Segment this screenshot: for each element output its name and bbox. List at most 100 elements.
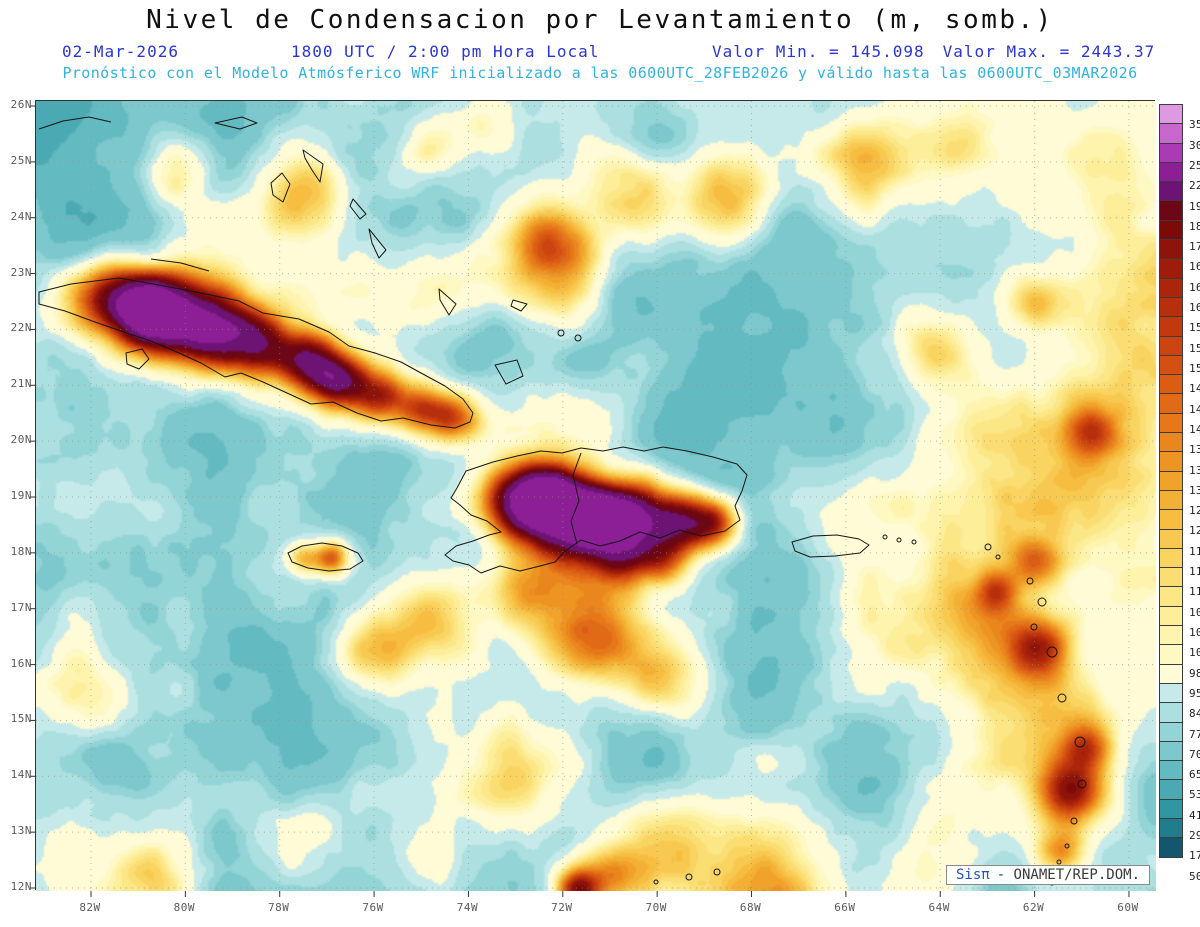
coastline (38, 277, 474, 429)
colorbar-tick-label: 1950 (1189, 199, 1200, 213)
colorbar-cell (1159, 837, 1183, 858)
colorbar-tick-label: 1300 (1189, 483, 1200, 497)
colorbar-tick-label: 2500 (1189, 158, 1200, 172)
colorbar-cell (1159, 181, 1183, 202)
lat-axis-label: 21N (10, 377, 32, 391)
colorbar-tick-label: 1800 (1189, 219, 1200, 233)
colorbar-cell (1159, 625, 1183, 646)
island-coastline (1037, 597, 1047, 607)
lat-axis-label: 16N (10, 656, 32, 670)
colorbar-cell (1159, 528, 1183, 549)
coastline (38, 116, 112, 130)
colorbar-tick-label: 1580 (1189, 321, 1200, 335)
coastline (125, 348, 150, 370)
island-coastline (1064, 843, 1070, 849)
colorbar-cell (1159, 740, 1183, 762)
colorbar-tick-label: 1265 (1189, 504, 1200, 518)
island-coastline (1046, 646, 1058, 658)
coastline (510, 299, 528, 312)
colorbar-tick-label: 1510 (1189, 362, 1200, 375)
colorbar-cell (1159, 277, 1183, 298)
colorbar-tick-label: 700 (1189, 747, 1200, 761)
lon-axis-label: 68W (739, 901, 762, 914)
colorbar-tick-label: 1405 (1189, 422, 1200, 436)
min-value-label: Valor Min. = 145.098 (712, 42, 925, 61)
colorbar-tick-label: 1195 (1189, 544, 1200, 558)
coastline (270, 172, 291, 203)
colorbar-tick-label: 1125 (1189, 585, 1200, 599)
lat-axis-label: 24N (10, 209, 32, 223)
colorbar-cell (1159, 296, 1183, 318)
colorbar-cell (1159, 817, 1183, 839)
colorbar-cell (1159, 644, 1183, 665)
colorbar-tick-label: 1685 (1189, 260, 1200, 274)
colorbar-cell (1159, 721, 1183, 742)
colorbar-tick-label: 770 (1189, 727, 1200, 741)
coastline (214, 116, 258, 130)
island-coastline (713, 868, 721, 876)
lat-axis-label: 23N (10, 265, 32, 279)
lon-axis-label: 74W (456, 901, 479, 914)
lat-axis-label: 17N (10, 600, 32, 614)
coastline (287, 542, 364, 572)
colorbar-tick-label: 530 (1189, 788, 1200, 802)
min-max-values: Valor Min. = 145.098 Valor Max. = 2443.37 (712, 42, 1173, 61)
island-coastline (911, 539, 917, 545)
lon-axis-label: 70W (645, 901, 667, 914)
lat-axis-label: 20N (10, 433, 32, 447)
coastline (444, 446, 748, 574)
colorbar-tick-label: 1230 (1189, 524, 1200, 538)
colorbar-cell (1159, 798, 1183, 819)
watermark-brand: Sisπ (955, 867, 990, 883)
island-coastline (882, 534, 888, 540)
colorbar-cell (1159, 239, 1183, 260)
colorbar-cell (1159, 258, 1183, 279)
lat-axis-label: 25N (10, 153, 32, 167)
colorbar-cell (1159, 432, 1183, 453)
island-coastline (653, 879, 659, 885)
colorbar-cell (1159, 451, 1183, 472)
lon-axis-label: 82W (79, 901, 101, 914)
model-forecast-line: Pronóstico con el Modelo Atmósferico WRF… (62, 64, 1138, 82)
island-coastline (1056, 859, 1062, 865)
colorbar-tick-label: 1055 (1189, 626, 1200, 639)
colorbar-tick-label: 290 (1189, 829, 1200, 843)
colorbar-cell (1159, 547, 1183, 569)
island-coastline (896, 537, 902, 543)
lat-axis-label: 18N (10, 544, 32, 558)
colorbar-tick-label: 1650 (1189, 280, 1200, 294)
coastline (570, 452, 582, 545)
coastline (438, 288, 457, 316)
island-coastline (1057, 693, 1067, 703)
lat-axis-label: 15N (10, 712, 32, 726)
island-coastline (1077, 779, 1087, 789)
colorbar-cell (1159, 316, 1183, 337)
colorbar-cell (1159, 470, 1183, 491)
colorbar-cell (1159, 567, 1183, 588)
colorbar-cell (1159, 104, 1183, 125)
lon-axis-label: 64W (928, 901, 950, 914)
colorbar-cell (1159, 412, 1183, 434)
lat-axis-label: 26N (10, 98, 32, 111)
colorbar-cell (1159, 586, 1183, 607)
colorbar-cell (1159, 200, 1183, 221)
colorbar-cell (1159, 354, 1183, 376)
coastline-grid-overlay (30, 101, 1156, 897)
island-coastline (1070, 817, 1078, 825)
colorbar-tick-label: 2200 (1189, 179, 1200, 193)
colorbar-tick-label: 1160 (1189, 565, 1200, 579)
colorbar-tick-label: 170 (1189, 849, 1200, 863)
lon-axis-label: 62W (1022, 901, 1045, 914)
colorbar (1159, 104, 1183, 858)
island-coastline (1074, 736, 1086, 748)
colorbar-cell (1159, 489, 1183, 511)
colorbar-cell (1159, 663, 1183, 684)
island-coastline (984, 543, 992, 551)
max-value-label: Valor Max. = 2443.37 (942, 42, 1156, 61)
lon-axis-label: 60W (1117, 901, 1139, 914)
colorbar-tick-label: 1020 (1189, 646, 1200, 660)
watermark-badge: Sisπ - ONAMET/REP.DOM. (945, 865, 1150, 885)
colorbar-tick-label: 840 (1189, 707, 1200, 721)
